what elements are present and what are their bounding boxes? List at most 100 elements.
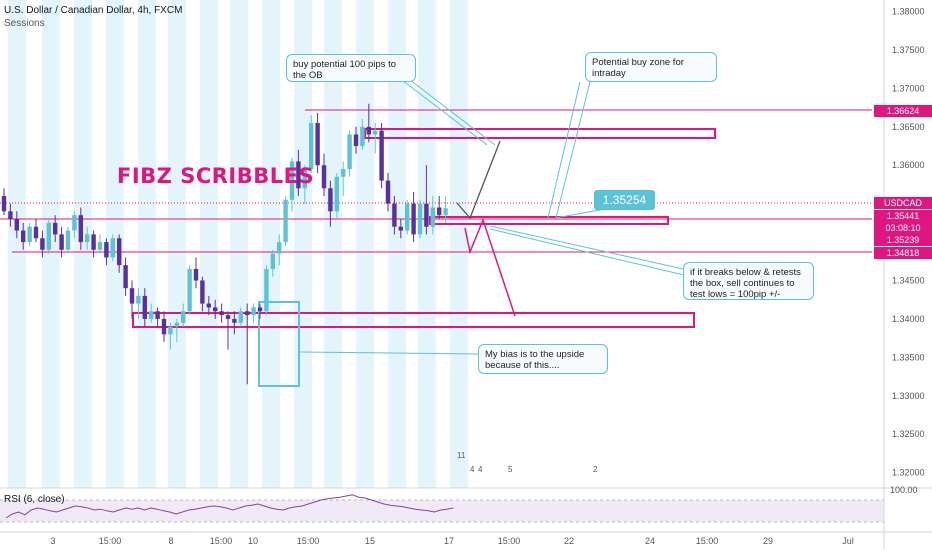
event-marker-1[interactable]: 11	[457, 451, 466, 460]
candle-body	[65, 230, 71, 250]
callout-buy-ob[interactable]: buy potential 100 pips to the OB	[286, 54, 416, 82]
candle-body	[225, 315, 231, 319]
event-marker-3[interactable]: 4	[478, 465, 483, 474]
rsi-band	[0, 500, 884, 522]
price-tick-label: 1.33000	[892, 391, 925, 401]
candle-body	[91, 234, 96, 250]
price-tick-label: 1.33500	[892, 352, 925, 362]
rsi-label: RSI (6, close)	[4, 494, 65, 505]
price-tag-resistance: 1.36624	[874, 105, 932, 117]
candle-body	[443, 208, 448, 216]
candle-body	[277, 242, 282, 254]
session-stripe	[138, 0, 156, 488]
candle-body	[353, 134, 359, 147]
candle-body	[232, 318, 237, 323]
time-tick-label: 3	[50, 536, 55, 546]
candle-body	[85, 234, 90, 243]
pointer-ob	[409, 79, 496, 146]
pointer-ob-2	[401, 79, 488, 146]
price-tick-label: 1.32500	[892, 429, 925, 439]
callout-bias[interactable]: My bias is to the upside because of this…	[478, 344, 608, 374]
candle-body	[334, 176, 339, 212]
candle-body	[187, 268, 192, 312]
candle-body	[321, 165, 327, 189]
price-tick-label: 1.34500	[892, 276, 925, 286]
last-price-tag: 1.35441	[874, 210, 932, 222]
candle-body	[417, 203, 423, 235]
event-marker-4[interactable]: 5	[508, 465, 513, 474]
time-tick-label: 29	[763, 536, 773, 546]
candle-body	[97, 242, 103, 250]
candle-body	[200, 280, 205, 304]
candle-body	[213, 307, 218, 312]
candle-body	[193, 268, 199, 281]
scribble-text: FIBZ SCRIBBLES	[117, 164, 315, 188]
pointer-zone-2	[555, 81, 591, 219]
session-stripe	[230, 0, 248, 488]
candle-body	[251, 307, 256, 316]
time-axis: 3 15:00 8 15:00 10 15:00 15 17 15:00 22 24 15:00 29 J…	[50, 536, 853, 546]
event-marker-2[interactable]: 4	[470, 465, 475, 474]
candle-body	[398, 226, 403, 231]
pointer-bias	[299, 351, 479, 355]
candle-body	[174, 322, 179, 327]
callout-buy-zone[interactable]: Potential buy zone for intraday	[585, 52, 717, 82]
session-stripe	[8, 0, 26, 488]
rsi-line	[5, 494, 454, 519]
candle-body	[296, 161, 301, 189]
session-stripe	[356, 0, 374, 488]
candle-body	[136, 295, 141, 304]
time-tick-label: 15	[365, 536, 375, 546]
candle-body	[142, 295, 147, 319]
candle-body	[385, 180, 391, 204]
candle-body	[238, 311, 243, 323]
candle-body	[219, 311, 224, 316]
candle-body	[270, 253, 275, 269]
candle-body	[405, 203, 410, 231]
candle-body	[430, 207, 435, 227]
candle-body	[53, 222, 58, 235]
candle-body	[168, 326, 173, 335]
price-tick-label: 1.37000	[892, 83, 925, 93]
candle-body	[117, 238, 122, 266]
time-tick-label: 15:00	[99, 536, 122, 546]
demand-box	[132, 312, 695, 328]
bias-box	[258, 301, 300, 387]
time-tick-label: 15:00	[297, 536, 320, 546]
candle-body	[155, 311, 160, 319]
candle-body	[257, 307, 263, 312]
candle-body	[392, 203, 397, 227]
candle-body	[40, 238, 45, 250]
price-tag-low: 1.34818	[874, 247, 932, 259]
buy-zone-box	[429, 216, 669, 225]
session-stripe	[324, 0, 342, 488]
candle-body	[129, 288, 135, 304]
candle-body	[373, 130, 378, 135]
pointer-breaks	[489, 225, 689, 271]
time-tick-label: 15:00	[498, 536, 521, 546]
candle-body	[245, 311, 250, 316]
candle-body	[264, 268, 269, 312]
candle-body	[379, 130, 384, 181]
time-tick-label: Jul	[842, 536, 854, 546]
callout-breaks-below[interactable]: if it breaks below & retests the box, se…	[683, 262, 814, 300]
candle-body	[366, 126, 371, 135]
candle-body	[206, 303, 211, 308]
candle-body	[78, 215, 83, 243]
candle-body	[302, 169, 307, 189]
chart-title: U.S. Dollar / Canadian Dollar, 4h, FXCM	[4, 5, 183, 16]
countdown-tag: 03:08:10	[874, 222, 932, 234]
candle-body	[411, 203, 416, 235]
price-badge[interactable]: 1.35254	[594, 190, 655, 210]
candle-body	[289, 161, 295, 200]
price-tick-label: 1.32000	[892, 468, 925, 478]
event-marker-5[interactable]: 2	[593, 465, 598, 474]
time-tick-label: 17	[444, 536, 454, 546]
session-stripe	[450, 0, 468, 488]
session-stripe	[168, 0, 186, 488]
pointer-breaks-2	[489, 228, 689, 277]
price-tick-label: 1.37500	[892, 45, 925, 55]
candle-body	[161, 318, 167, 335]
